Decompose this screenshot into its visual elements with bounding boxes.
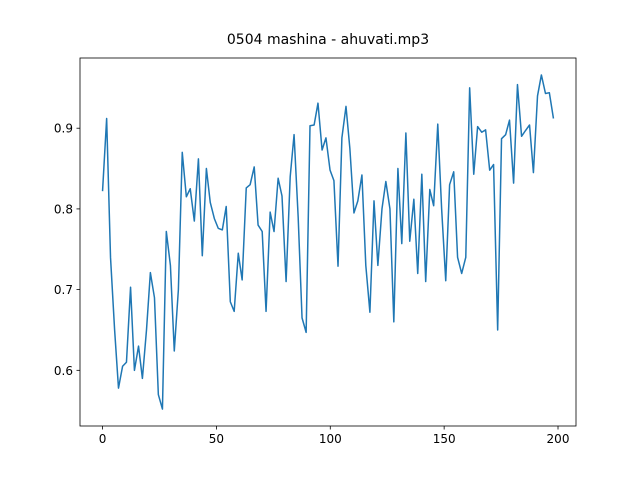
x-tick-label: 150 [433,432,456,446]
y-tick-label: 0.6 [54,364,73,378]
plot-frame [79,57,577,427]
chart-title: 0504 mashina - ahuvati.mp3 [227,32,429,48]
x-tick-label: 50 [209,432,224,446]
x-tick-label: 200 [547,432,570,446]
y-tick-label: 0.9 [54,122,73,136]
x-tick-label: 100 [319,432,342,446]
y-tick-label: 0.7 [54,283,73,297]
line-series [101,74,555,410]
x-tick-label: 0 [99,432,107,446]
y-tick-label: 0.8 [54,202,73,216]
